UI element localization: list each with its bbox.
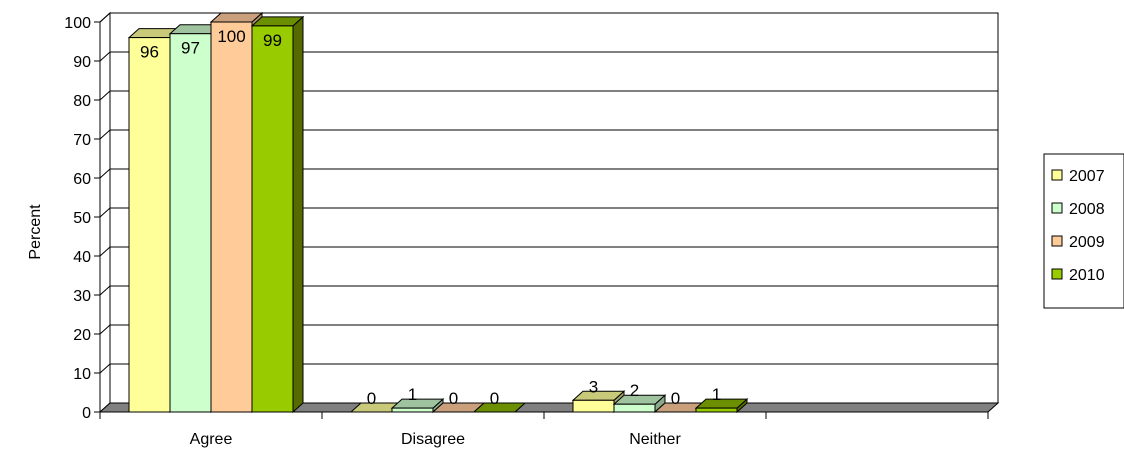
data-label: 0 (671, 389, 680, 408)
grid-line-side (99, 246, 111, 257)
legend-swatch (1051, 202, 1063, 214)
bar-front (128, 37, 171, 413)
x-tick-label: Neither (629, 431, 681, 448)
bar-front (613, 403, 656, 413)
legend-label: 2008 (1069, 201, 1105, 218)
data-label: 97 (181, 39, 200, 58)
y-tick-label: 20 (73, 327, 91, 344)
data-label: 100 (217, 27, 245, 46)
bar-front (572, 399, 615, 413)
grid-line-side (99, 207, 111, 218)
data-label: 0 (449, 389, 458, 408)
grid-line-side (99, 363, 111, 374)
y-tick-label: 80 (73, 93, 91, 110)
bar-top (472, 402, 527, 413)
legend-label: 2010 (1069, 267, 1105, 284)
legend: 2007 2008 2009 2010 (1043, 153, 1124, 309)
data-label: 2 (630, 381, 639, 400)
bar (250, 15, 305, 414)
bars (127, 11, 749, 414)
bar (694, 397, 749, 414)
data-label: 3 (589, 377, 598, 396)
bar (612, 394, 667, 414)
legend-swatch (1051, 235, 1063, 247)
y-tick-label: 60 (73, 171, 91, 188)
grid-line-side (99, 51, 111, 62)
grid-line-side (99, 90, 111, 101)
bar-front (210, 21, 253, 413)
y-tick-label: 90 (73, 54, 91, 71)
legend-item: 2008 (1051, 201, 1105, 218)
x-tick-label: Disagree (401, 431, 465, 448)
data-label: 0 (490, 389, 499, 408)
y-tick-label: 10 (73, 366, 91, 383)
grid-line-side (99, 324, 111, 335)
legend-box (1043, 153, 1124, 309)
data-label: 0 (367, 389, 376, 408)
y-tick-label: 100 (64, 15, 91, 32)
y-tick-label: 30 (73, 288, 91, 305)
data-label: 96 (140, 43, 159, 62)
bar-front (695, 407, 738, 413)
y-tick-label: 40 (73, 249, 91, 266)
y-tick-label: 50 (73, 210, 91, 227)
data-label: 1 (408, 385, 417, 404)
bar (472, 402, 527, 413)
legend-swatch (1051, 268, 1063, 280)
grid-line-side (99, 285, 111, 296)
y-tick-label: 70 (73, 132, 91, 149)
grid-line-side (99, 129, 111, 140)
data-label: 99 (263, 31, 282, 50)
grid-line-side (99, 12, 111, 23)
bar (390, 397, 445, 414)
legend-label: 2007 (1069, 168, 1105, 185)
grid-line-side (99, 168, 111, 179)
y-tick-label: 0 (82, 405, 91, 422)
data-label: 1 (712, 385, 721, 404)
bar-front (391, 407, 434, 413)
legend-item: 2007 (1051, 168, 1105, 185)
x-tick-label: Agree (190, 431, 233, 448)
legend-label: 2009 (1069, 234, 1105, 251)
legend-item: 2010 (1051, 267, 1105, 284)
y-axis-label: Percent (27, 204, 44, 260)
bar-side (292, 15, 304, 414)
legend-item: 2009 (1051, 234, 1105, 251)
bar-front (169, 33, 212, 413)
legend-swatch (1051, 169, 1063, 181)
bar-front (251, 25, 294, 413)
